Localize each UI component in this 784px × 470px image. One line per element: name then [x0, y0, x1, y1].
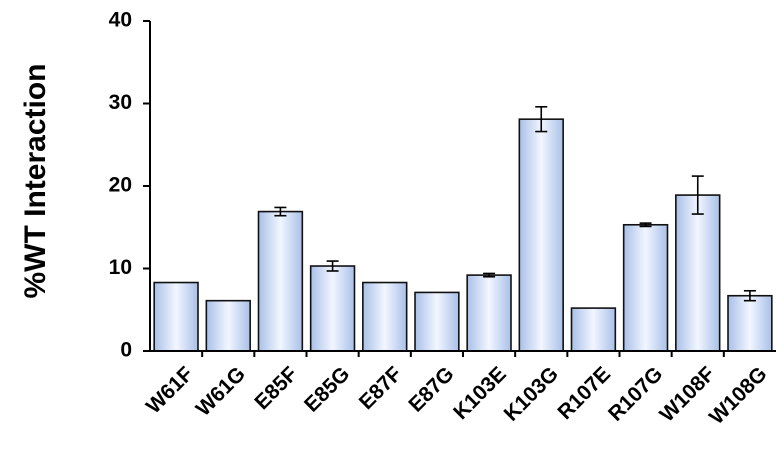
- error-bar-e85f: [274, 206, 287, 217]
- x-tick-label: K103E: [449, 362, 511, 424]
- bar-w108f: [675, 194, 721, 352]
- x-tick-label: K103G: [500, 362, 563, 425]
- bar-r107g: [622, 223, 669, 352]
- y-tick-label: 40: [109, 9, 132, 32]
- error-bar-k103e: [483, 272, 496, 278]
- error-bar-r107g: [639, 222, 652, 228]
- bar-w61f: [153, 281, 199, 352]
- bar-e87f: [362, 281, 408, 352]
- error-bar-k103g: [535, 106, 548, 133]
- bar-w108g: [727, 294, 773, 352]
- y-tick-label: 20: [109, 174, 132, 197]
- x-tick-label: E85F: [250, 362, 302, 414]
- bar-e85g: [309, 265, 356, 352]
- bar-e85f: [257, 210, 304, 352]
- bar-r107e: [570, 307, 617, 352]
- bars-group: [153, 106, 773, 352]
- x-tick-label: W61F: [142, 362, 198, 418]
- y-axis-title: %WT Interaction: [19, 63, 52, 298]
- x-tick-label: R107E: [553, 362, 615, 424]
- bar-w61g: [205, 299, 251, 352]
- error-bar-w108g: [743, 289, 756, 302]
- bar-k103e: [466, 274, 512, 352]
- x-tick-label: R107G: [604, 362, 667, 425]
- y-tick-label: 10: [109, 256, 132, 279]
- y-axis: 0 10 20 30 40: [109, 9, 151, 362]
- error-bar-e85g: [326, 260, 339, 272]
- error-bar-w108f: [691, 175, 704, 215]
- y-tick-label: 30: [109, 91, 132, 114]
- bar-k103g: [518, 118, 564, 352]
- x-tick-label: E85G: [300, 362, 354, 416]
- y-tick-label: 0: [120, 339, 132, 362]
- bar-e87g: [414, 291, 460, 352]
- x-tick-label: W108G: [705, 362, 772, 429]
- x-tick-label: W61G: [192, 362, 250, 420]
- x-tick-label: E87F: [355, 362, 407, 414]
